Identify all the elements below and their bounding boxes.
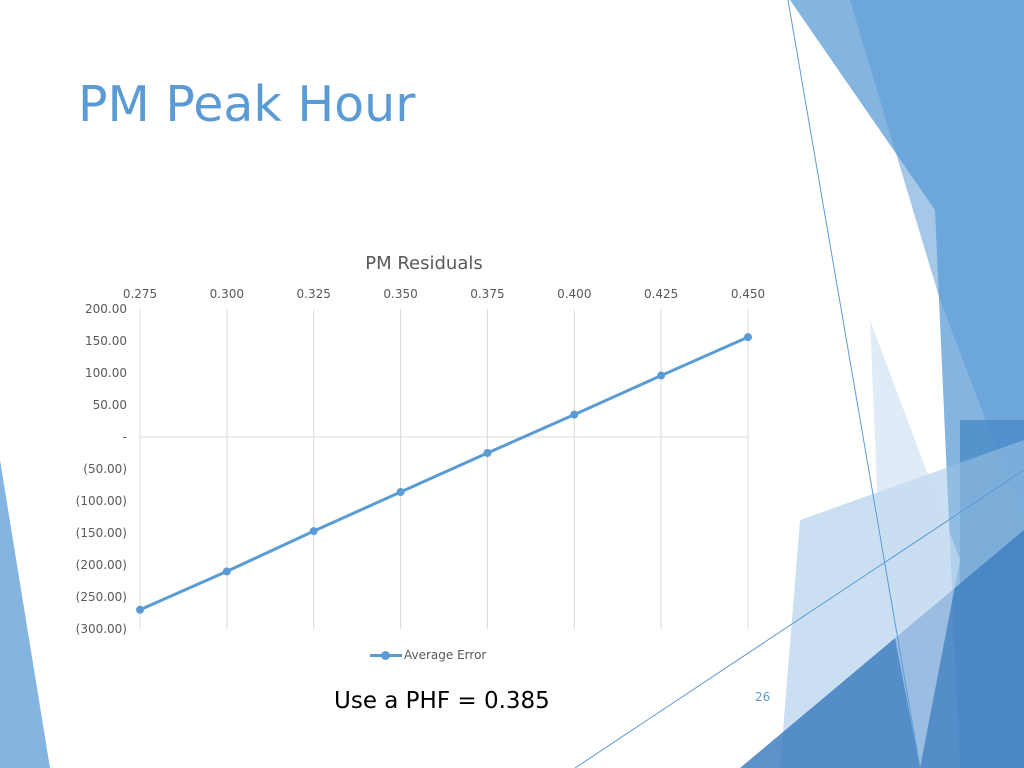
x-tick-label: 0.300 xyxy=(210,287,244,301)
y-tick-label: (250.00) xyxy=(76,590,127,604)
data-point xyxy=(136,605,144,614)
x-tick-label: 0.350 xyxy=(383,287,417,301)
y-tick-label: (100.00) xyxy=(76,494,127,508)
data-point xyxy=(483,449,492,457)
y-tick-label: (150.00) xyxy=(76,526,127,540)
x-tick-label: 0.375 xyxy=(470,287,504,301)
x-tick-label: 0.450 xyxy=(731,287,765,301)
data-point xyxy=(396,488,405,497)
phf-note: Use a PHF = 0.385 xyxy=(334,688,550,714)
y-tick-label: (300.00) xyxy=(76,622,127,636)
x-tick-label: 0.425 xyxy=(644,287,678,301)
data-point xyxy=(744,333,752,342)
chart-legend: Average Error xyxy=(370,648,486,662)
data-point xyxy=(309,527,318,536)
chart-title: PM Residuals xyxy=(365,253,483,274)
legend-swatch xyxy=(370,648,402,662)
data-point xyxy=(657,371,666,380)
y-tick-label: (200.00) xyxy=(76,558,127,572)
data-point xyxy=(570,410,579,419)
y-tick-label: 150.00 xyxy=(85,334,127,348)
y-tick-label: - xyxy=(123,430,127,444)
page-number: 26 xyxy=(755,690,771,704)
y-tick-label: 50.00 xyxy=(93,398,127,412)
chart-series xyxy=(136,333,752,614)
x-tick-label: 0.400 xyxy=(557,287,591,301)
x-tick-label: 0.275 xyxy=(123,287,157,301)
series-line-average-error xyxy=(139,335,749,612)
chart-gridlines xyxy=(139,309,749,629)
x-tick-label: 0.325 xyxy=(297,287,331,301)
y-tick-label: 200.00 xyxy=(85,302,127,316)
y-tick-label: (50.00) xyxy=(83,462,127,476)
slide-title: PM Peak Hour xyxy=(78,76,416,133)
legend-label-average-error: Average Error xyxy=(404,648,487,662)
chart-axes: 0.275 0.300 0.325 0.350 0.375 0.400 0.425 0.450… xyxy=(76,287,766,636)
y-tick-label: 100.00 xyxy=(85,366,127,380)
data-point xyxy=(222,567,231,576)
